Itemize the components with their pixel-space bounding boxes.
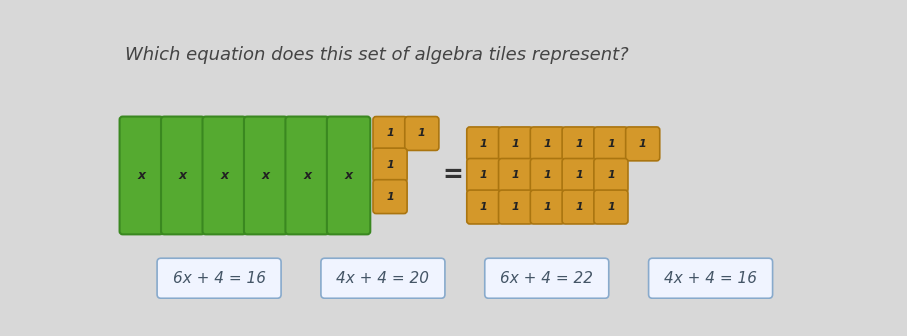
FancyBboxPatch shape [373, 180, 407, 214]
Text: 1: 1 [480, 202, 488, 212]
Text: 6x + 4 = 22: 6x + 4 = 22 [501, 271, 593, 286]
FancyBboxPatch shape [531, 159, 564, 193]
Text: 1: 1 [386, 160, 394, 170]
Text: 1: 1 [512, 139, 520, 149]
Text: 1: 1 [575, 170, 583, 180]
FancyBboxPatch shape [467, 127, 501, 161]
FancyBboxPatch shape [649, 258, 773, 298]
Text: 1: 1 [607, 139, 615, 149]
FancyBboxPatch shape [562, 190, 596, 224]
FancyBboxPatch shape [202, 117, 246, 235]
FancyBboxPatch shape [405, 117, 439, 151]
Text: x: x [179, 169, 187, 182]
FancyBboxPatch shape [499, 127, 532, 161]
FancyBboxPatch shape [244, 117, 288, 235]
Text: 1: 1 [480, 139, 488, 149]
FancyBboxPatch shape [594, 127, 628, 161]
Text: 1: 1 [512, 170, 520, 180]
Text: 1: 1 [607, 202, 615, 212]
Text: 1: 1 [543, 202, 551, 212]
Text: x: x [303, 169, 311, 182]
Text: 1: 1 [575, 139, 583, 149]
FancyBboxPatch shape [321, 258, 445, 298]
Text: x: x [261, 169, 269, 182]
FancyBboxPatch shape [562, 159, 596, 193]
FancyBboxPatch shape [467, 190, 501, 224]
Text: 4x + 4 = 16: 4x + 4 = 16 [664, 271, 757, 286]
FancyBboxPatch shape [157, 258, 281, 298]
Text: 6x + 4 = 16: 6x + 4 = 16 [172, 271, 266, 286]
Text: 1: 1 [386, 128, 394, 138]
FancyBboxPatch shape [499, 190, 532, 224]
Text: x: x [220, 169, 229, 182]
FancyBboxPatch shape [161, 117, 204, 235]
Text: 1: 1 [480, 170, 488, 180]
Text: x: x [345, 169, 353, 182]
Text: =: = [443, 163, 463, 187]
FancyBboxPatch shape [531, 190, 564, 224]
Text: 1: 1 [543, 170, 551, 180]
Text: 1: 1 [575, 202, 583, 212]
FancyBboxPatch shape [286, 117, 329, 235]
FancyBboxPatch shape [562, 127, 596, 161]
FancyBboxPatch shape [373, 117, 407, 151]
FancyBboxPatch shape [626, 127, 659, 161]
Text: 1: 1 [512, 202, 520, 212]
FancyBboxPatch shape [467, 159, 501, 193]
FancyBboxPatch shape [373, 148, 407, 182]
FancyBboxPatch shape [531, 127, 564, 161]
FancyBboxPatch shape [120, 117, 163, 235]
Text: x: x [137, 169, 145, 182]
Text: 1: 1 [639, 139, 647, 149]
FancyBboxPatch shape [327, 117, 370, 235]
FancyBboxPatch shape [594, 190, 628, 224]
Text: Which equation does this set of algebra tiles represent?: Which equation does this set of algebra … [125, 46, 629, 65]
FancyBboxPatch shape [499, 159, 532, 193]
Text: 1: 1 [386, 192, 394, 202]
Text: 1: 1 [418, 128, 425, 138]
FancyBboxPatch shape [484, 258, 609, 298]
Text: 4x + 4 = 20: 4x + 4 = 20 [336, 271, 429, 286]
Text: 1: 1 [607, 170, 615, 180]
FancyBboxPatch shape [594, 159, 628, 193]
Text: 1: 1 [543, 139, 551, 149]
